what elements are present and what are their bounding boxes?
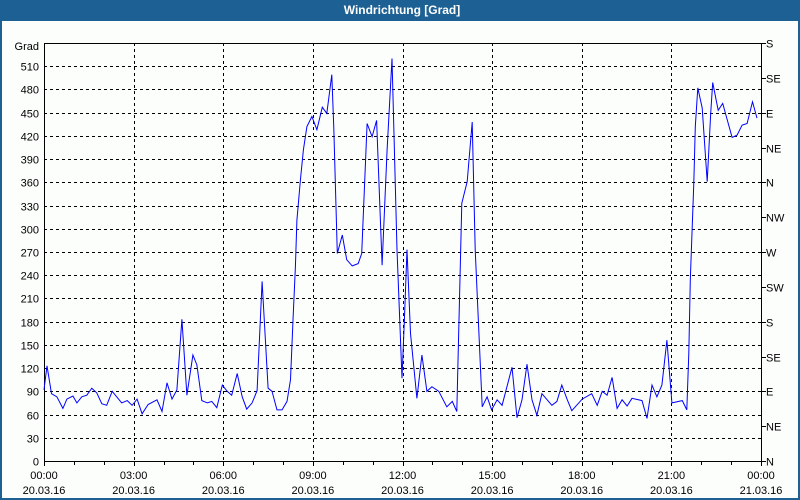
x-tick-date: 20.03.16 — [560, 485, 603, 497]
x-tick-date: 20.03.16 — [471, 485, 514, 497]
right-axis-label: SE — [766, 353, 781, 365]
y-tick-label: 120 — [21, 364, 39, 376]
y-tick-label: 390 — [21, 155, 39, 167]
y-tick-label: 480 — [21, 85, 39, 97]
x-tick-time: 15:00 — [478, 470, 506, 482]
x-tick-time: 12:00 — [389, 470, 417, 482]
y-tick-label: 510 — [21, 62, 39, 74]
x-tick-time: 18:00 — [568, 470, 596, 482]
x-tick-date: 20.03.16 — [202, 485, 245, 497]
x-tick-time: 00:00 — [747, 470, 775, 482]
series-line — [43, 58, 758, 419]
y-tick-label: 30 — [27, 434, 39, 446]
right-axis-label: NE — [766, 422, 781, 434]
right-axis-label: SW — [766, 283, 784, 295]
x-tick-time: 06:00 — [209, 470, 237, 482]
y-tick-label: 420 — [21, 132, 39, 144]
right-axis-label: W — [766, 248, 777, 260]
y-tick-label: 360 — [21, 178, 39, 190]
y-tick-label: 150 — [21, 341, 39, 353]
x-tick-date: 21.03.16 — [740, 485, 783, 497]
y-tick-label: 300 — [21, 225, 39, 237]
right-axis-label: SE — [766, 74, 781, 86]
window-title: Windrichtung [Grad] — [2, 0, 800, 21]
x-tick-time: 21:00 — [658, 470, 686, 482]
plot-area — [44, 43, 762, 462]
y-tick-label: 450 — [21, 109, 39, 121]
y-tick-label: 270 — [21, 248, 39, 260]
right-axis-label: N — [766, 178, 774, 190]
right-axis-label: S — [766, 39, 773, 51]
x-tick-time: 09:00 — [299, 470, 327, 482]
x-tick-date: 20.03.16 — [23, 485, 66, 497]
right-axis-label: NE — [766, 144, 781, 156]
right-axis-label: E — [766, 109, 773, 121]
right-axis-label: E — [766, 387, 773, 399]
y-tick-label: 210 — [21, 294, 39, 306]
y-tick-label: 180 — [21, 318, 39, 330]
x-tick-time: 03:00 — [120, 470, 148, 482]
y-tick-label: 60 — [27, 411, 39, 423]
x-tick-date: 20.03.16 — [291, 485, 334, 497]
x-tick-time: 00:00 — [30, 470, 58, 482]
y-tick-label: 240 — [21, 271, 39, 283]
x-tick-date: 20.03.16 — [650, 485, 693, 497]
y-tick-label: 0 — [33, 457, 39, 469]
right-axis-label: NW — [766, 213, 785, 225]
y-tick-label: 330 — [21, 202, 39, 214]
x-tick-date: 20.03.16 — [112, 485, 155, 497]
right-axis-label: S — [766, 318, 773, 330]
y-tick-label: 90 — [27, 387, 39, 399]
y-axis-label: Grad — [15, 41, 39, 53]
x-tick-date: 20.03.16 — [381, 485, 424, 497]
right-axis-label: N — [766, 457, 774, 469]
